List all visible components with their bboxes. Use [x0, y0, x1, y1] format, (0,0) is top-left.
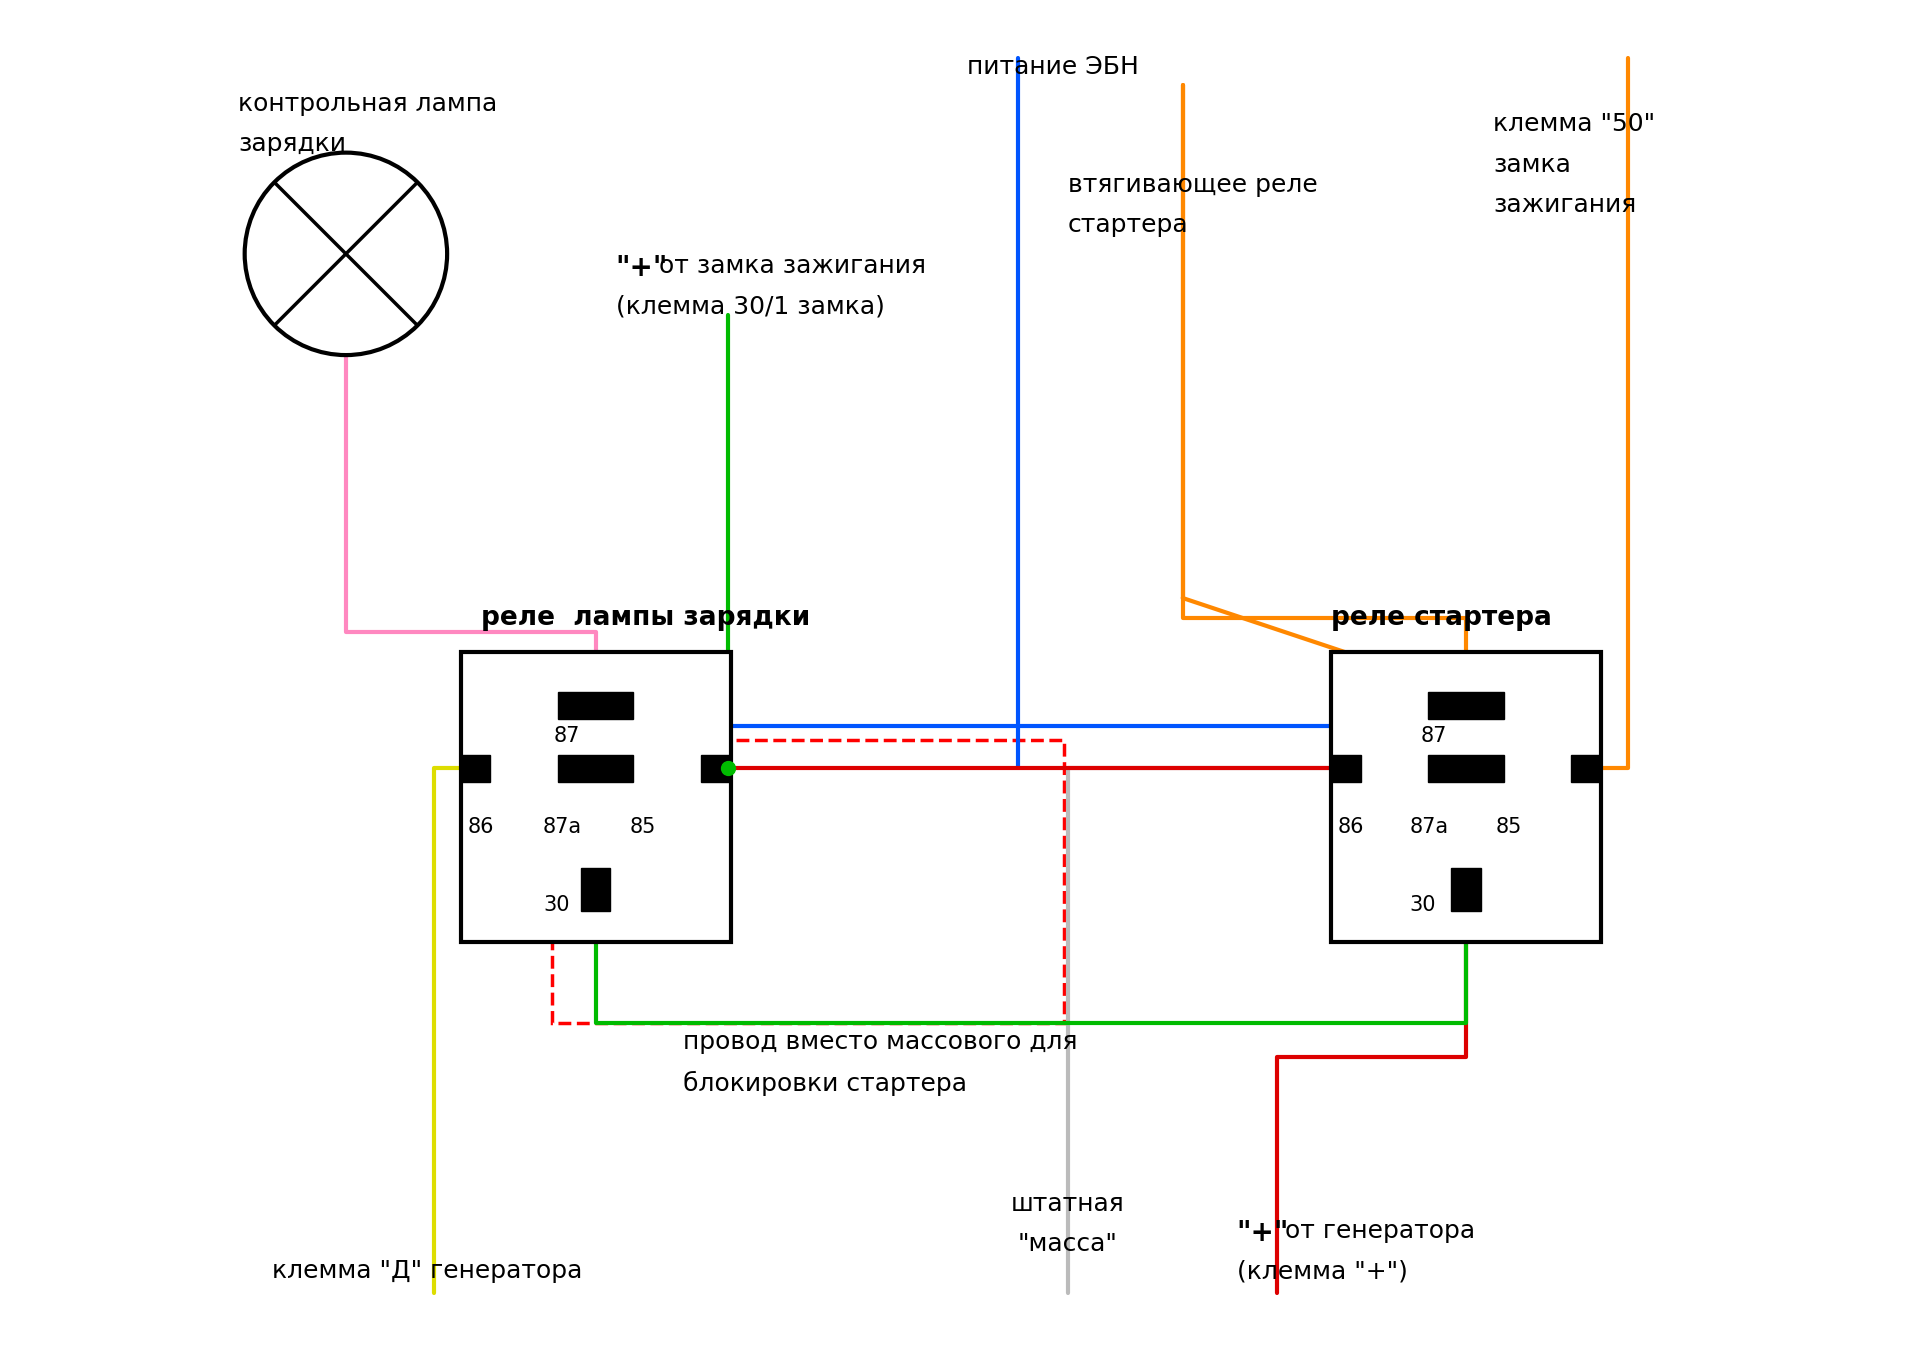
- Text: 87: 87: [553, 727, 580, 747]
- Text: зажигания: зажигания: [1494, 193, 1636, 217]
- Text: 85: 85: [1496, 816, 1523, 837]
- Bar: [461, 652, 730, 942]
- Text: (клемма "+"): (клемма "+"): [1236, 1259, 1407, 1283]
- Text: реле стартера: реле стартера: [1331, 604, 1551, 630]
- Bar: [559, 693, 634, 720]
- Text: "+": "+": [1236, 1219, 1288, 1247]
- Text: зарядки: зарядки: [238, 132, 346, 156]
- Text: от замка зажигания: от замка зажигания: [659, 254, 925, 278]
- Text: замка: замка: [1494, 152, 1571, 177]
- Text: питание ЭБН: питание ЭБН: [968, 56, 1139, 80]
- Text: стартера: стартера: [1068, 213, 1188, 238]
- Bar: [461, 755, 490, 782]
- Bar: [701, 755, 730, 782]
- Bar: [553, 740, 1064, 1023]
- Text: "+": "+": [616, 254, 668, 282]
- Text: 87a: 87a: [543, 816, 582, 837]
- Text: провод вместо массового для: провод вместо массового для: [684, 1029, 1077, 1054]
- Text: 86: 86: [1338, 816, 1365, 837]
- Text: 30: 30: [1409, 895, 1436, 915]
- Text: 86: 86: [467, 816, 493, 837]
- Text: 30: 30: [543, 895, 570, 915]
- Text: втягивающее реле: втягивающее реле: [1068, 172, 1317, 197]
- Text: (клемма 30/1 замка): (клемма 30/1 замка): [616, 295, 885, 318]
- Bar: [1331, 652, 1601, 942]
- Text: штатная: штатная: [1012, 1192, 1125, 1215]
- Text: 87: 87: [1421, 727, 1446, 747]
- Bar: [1452, 868, 1480, 911]
- Bar: [559, 755, 634, 782]
- Text: 85: 85: [630, 816, 657, 837]
- Bar: [1331, 755, 1361, 782]
- Text: клемма "Д" генератора: клемма "Д" генератора: [271, 1259, 582, 1283]
- Text: клемма "50": клемма "50": [1494, 113, 1655, 136]
- Text: контрольная лампа: контрольная лампа: [238, 92, 497, 115]
- Text: реле  лампы зарядки: реле лампы зарядки: [480, 604, 810, 630]
- Text: "масса": "масса": [1018, 1232, 1117, 1256]
- Text: блокировки стартера: блокировки стартера: [684, 1070, 968, 1096]
- Bar: [1428, 693, 1503, 720]
- Text: 87a: 87a: [1409, 816, 1448, 837]
- Bar: [580, 868, 611, 911]
- Bar: [1428, 755, 1503, 782]
- Bar: [1571, 755, 1601, 782]
- Text: от генератора: от генератора: [1277, 1219, 1475, 1243]
